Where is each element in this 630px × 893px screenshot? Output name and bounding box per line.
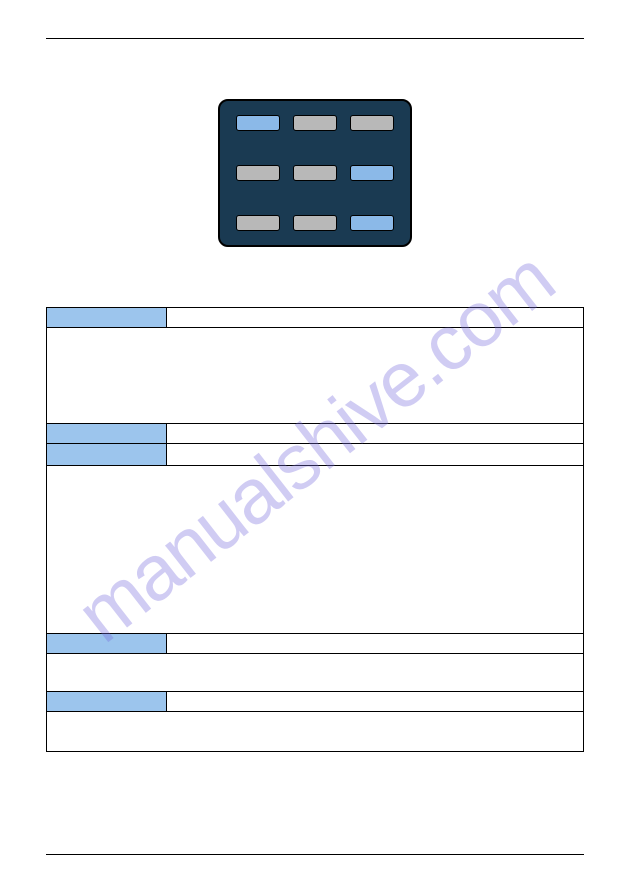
table-row — [47, 654, 584, 692]
table-row — [47, 692, 584, 712]
row-content — [167, 692, 584, 712]
row-content — [47, 712, 584, 752]
panel-button-icon — [236, 115, 280, 131]
panel-button-icon — [350, 215, 394, 231]
icon-button-row — [236, 215, 394, 231]
row-content — [47, 654, 584, 692]
top-horizontal-rule — [46, 38, 584, 39]
icon-button-row — [236, 115, 394, 131]
spec-table — [46, 307, 584, 752]
table-row — [47, 712, 584, 752]
row-header — [47, 444, 167, 466]
panel-button-icon — [350, 115, 394, 131]
table-row — [47, 308, 584, 328]
row-content — [167, 424, 584, 444]
panel-button-icon — [293, 165, 337, 181]
row-content — [47, 328, 584, 424]
table-row — [47, 444, 584, 466]
document-page: manualshive.com — [0, 0, 630, 893]
icon-button-row — [236, 165, 394, 181]
bottom-horizontal-rule — [46, 854, 584, 855]
panel-button-icon — [236, 215, 280, 231]
table-row — [47, 634, 584, 654]
row-header — [47, 634, 167, 654]
table-row — [47, 328, 584, 424]
row-header — [47, 424, 167, 444]
row-content — [47, 466, 584, 634]
device-icon-container — [46, 99, 584, 247]
row-header — [47, 308, 167, 328]
row-content — [167, 308, 584, 328]
panel-button-icon — [350, 165, 394, 181]
control-panel-icon — [218, 99, 412, 247]
panel-button-icon — [236, 165, 280, 181]
panel-button-icon — [293, 115, 337, 131]
table-row — [47, 466, 584, 634]
panel-button-icon — [293, 215, 337, 231]
row-content — [167, 444, 584, 466]
table-row — [47, 424, 584, 444]
row-header — [47, 692, 167, 712]
row-content — [167, 634, 584, 654]
